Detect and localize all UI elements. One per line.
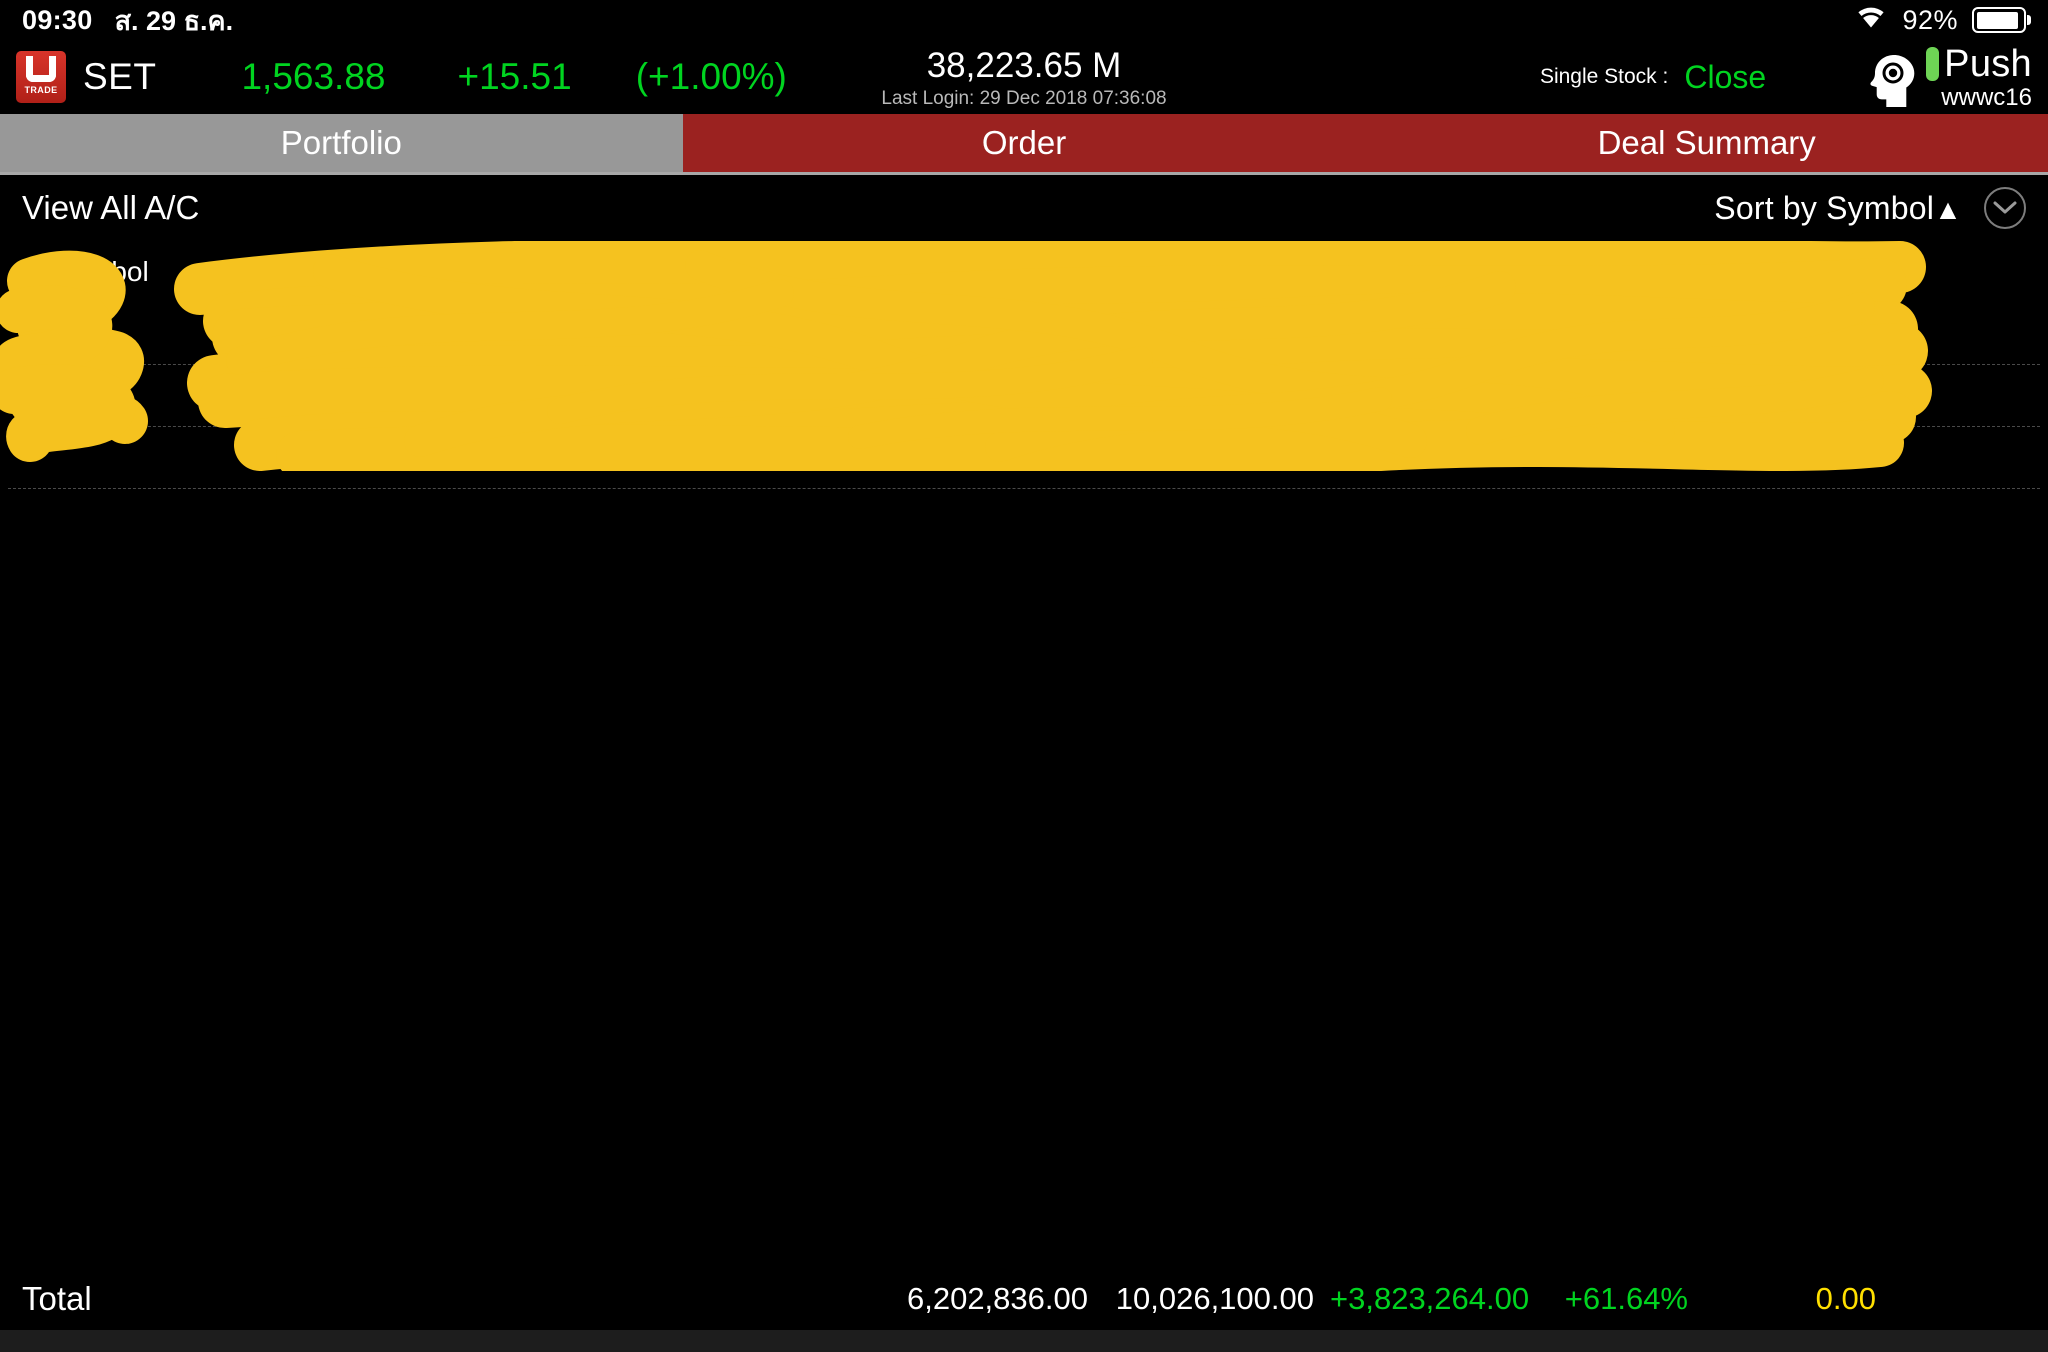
market-turnover: 38,223.65 M [926,46,1122,85]
total-unrealized-pl: +3,823,264.00 [1330,1281,1530,1316]
bottom-home-bar [0,1330,2048,1352]
col-header-amount-price[interactable]: Amount (Price) [877,256,1065,288]
tab-deal-summary[interactable]: Deal Summary [1365,114,2048,172]
battery-icon [1972,7,2026,33]
table-row[interactable]: 0.00 [8,427,2040,489]
utrade-logo: TRADE [16,51,66,103]
cell-realized-pl: 0.00 [1819,317,1876,349]
tab-portfolio[interactable]: Portfolio [0,114,683,172]
push-block: Push wwwc16 [1926,43,2032,112]
index-last-price: 1,563.88 [241,56,386,97]
main-tab-bar: Portfolio Order Deal Summary [0,114,2048,172]
header-right-cluster: Single Stock : Close Push [1540,43,2032,112]
status-time: 09:30 [22,4,93,35]
total-realized-pl: 0.00 [1815,1281,1876,1316]
total-amount: 6,202,836.00 [906,1281,1088,1316]
push-label: Push [1944,42,2032,85]
single-stock-status[interactable]: Close [1684,58,1767,95]
push-status-button[interactable]: Push wwwc16 [1858,43,2032,112]
col-header-unrealized-pl[interactable]: Unrealized P/L [1328,256,1512,288]
table-header-row: Symbol Avail Volume Actual Volume Avg. C… [8,241,2040,303]
col-header-symbol[interactable]: Symbol [55,256,149,288]
battery-percent: 92% [1902,4,1958,35]
ios-status-bar: 09:30 ส. 29 ธ.ค. 92% [0,0,2048,40]
username-label: wwwc16 [1941,83,2032,111]
col-header-percent-unrealized-pl[interactable]: %Unreal. P/L [1524,256,1690,288]
col-header-actual-volume[interactable]: Actual Volume [423,241,517,302]
col-header-market-value[interactable]: Market Value [1127,256,1291,288]
tab-underline [0,172,2048,175]
logo-u-mark [26,56,56,82]
status-date: ส. 29 ธ.ค. [114,5,234,36]
portfolio-table: Symbol Avail Volume Actual Volume Avg. C… [0,241,2048,489]
index-change: +15.51 [457,56,572,97]
table-row[interactable]: 0.00 [8,303,2040,365]
app-header: TRADE SET 1,563.88 +15.51 (+1.00%) 38,22… [0,40,2048,114]
view-all-ac-button[interactable]: View All A/C [22,189,200,226]
head-profile-icon [1858,46,1920,108]
index-name: SET [83,56,157,97]
table-row[interactable]: 0.00 [8,365,2040,427]
total-row: Total 6,202,836.00 10,026,100.00 +3,823,… [8,1268,2040,1330]
chevron-down-circle-icon[interactable] [1984,187,2026,229]
tab-order[interactable]: Order [682,114,1366,172]
cell-realized-pl: 0.00 [1819,379,1876,411]
col-header-realized-pl[interactable]: Realized P/L [1710,256,1870,288]
status-right-cluster: 92% [1854,4,2026,37]
last-login-text: Last Login: 29 Dec 2018 07:36:08 [881,88,1167,109]
logo-trade-text: TRADE [24,85,58,95]
wifi-icon [1854,4,1888,37]
single-stock-label: Single Stock : [1539,65,1669,88]
sort-by-label: Sort by Symbol [1714,189,1935,226]
index-change-percent: (+1.00%) [635,56,787,97]
push-status-indicator [1926,47,1940,81]
col-header-avg-cost[interactable]: Avg. Cost [568,256,690,288]
col-header-market-price[interactable]: Market Price [737,241,823,302]
portfolio-total-section: Total 6,202,836.00 10,026,100.00 +3,823,… [0,1268,2048,1330]
total-market-value: 10,026,100.00 [1115,1281,1314,1316]
col-header-avail-volume[interactable]: Avail Volume [215,256,377,288]
total-label: Total [22,1280,92,1317]
sort-by-button[interactable]: Sort by Symbol▲ [1714,190,1962,227]
push-row: Push [1926,43,2032,86]
total-percent-unrealized-pl: +61.64% [1564,1281,1688,1316]
cell-realized-pl: 0.00 [1819,441,1876,473]
portfolio-toolbar: View All A/C Sort by Symbol▲ [0,175,2048,241]
sort-ascending-icon: ▲ [1934,193,1962,225]
